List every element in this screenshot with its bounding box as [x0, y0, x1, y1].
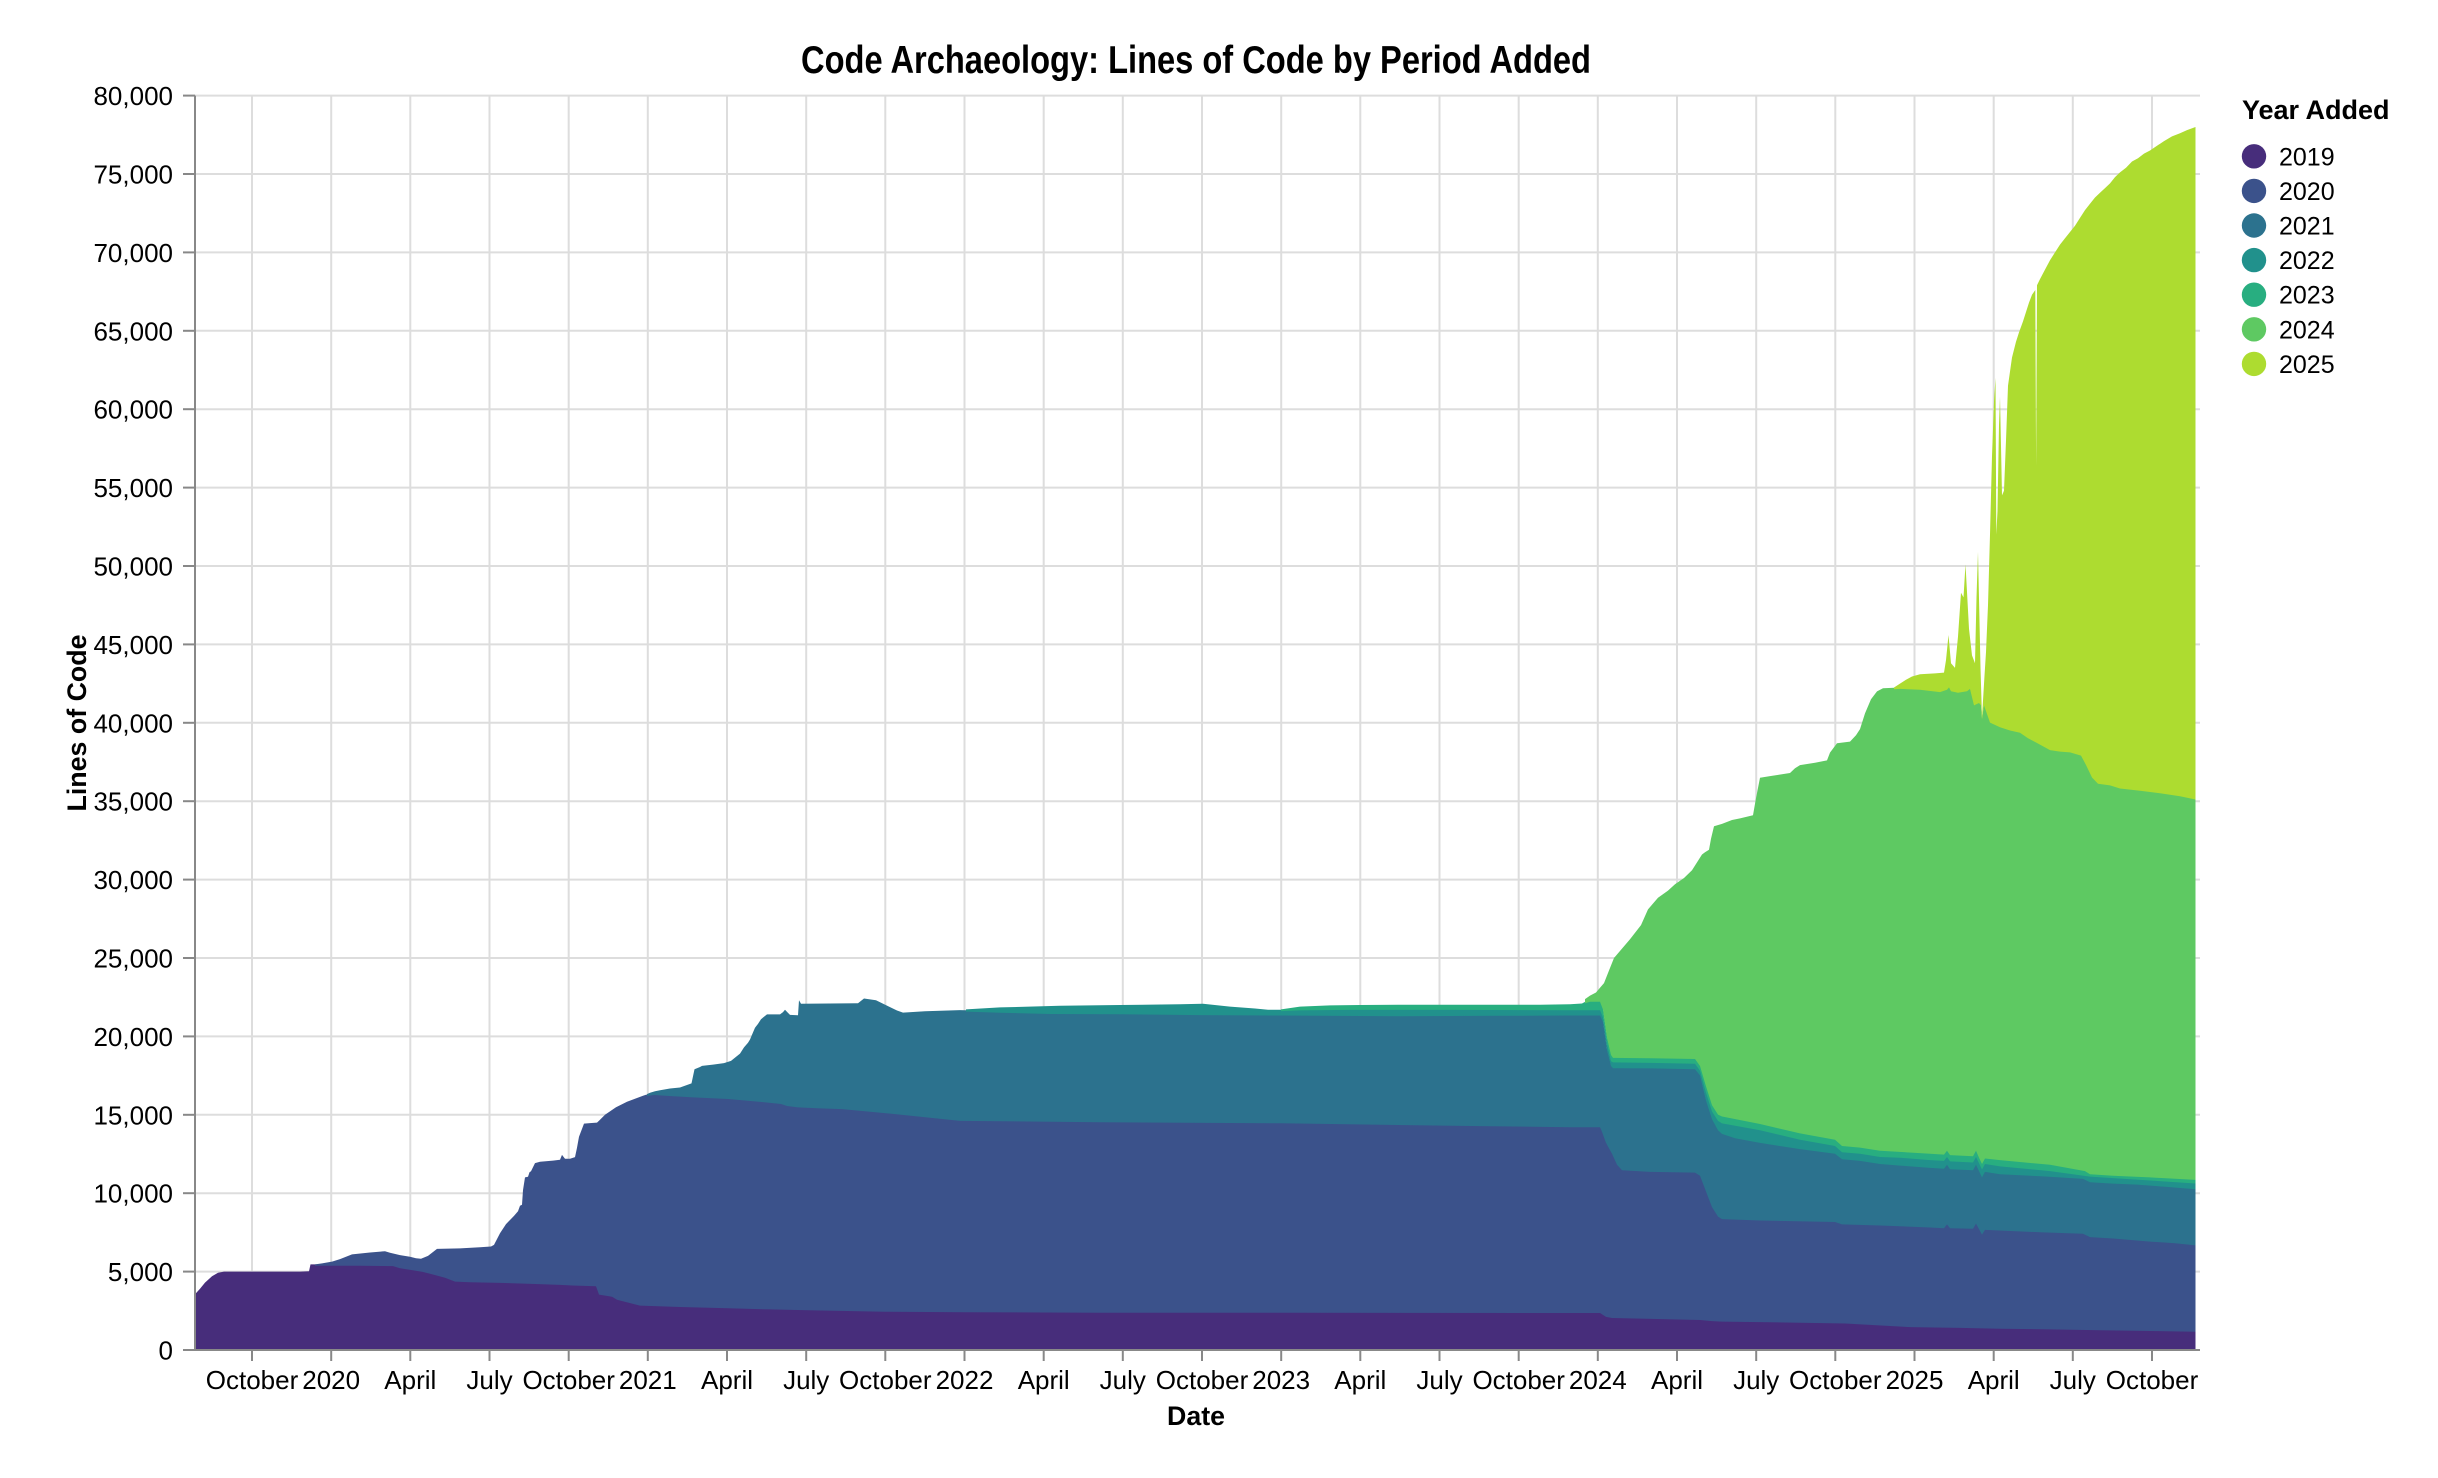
svg-text:35,000: 35,000 [93, 787, 173, 817]
svg-text:60,000: 60,000 [93, 395, 173, 425]
svg-text:Lines of Code: Lines of Code [62, 635, 92, 812]
svg-text:October: October [839, 1365, 932, 1395]
svg-text:70,000: 70,000 [93, 238, 173, 268]
svg-text:July: July [466, 1365, 512, 1395]
svg-text:50,000: 50,000 [93, 552, 173, 582]
svg-text:July: July [2050, 1365, 2096, 1395]
svg-text:2021: 2021 [619, 1365, 677, 1395]
svg-text:April: April [384, 1365, 436, 1395]
svg-text:October: October [1156, 1365, 1249, 1395]
svg-text:30,000: 30,000 [93, 865, 173, 895]
svg-text:2020: 2020 [2279, 178, 2335, 206]
svg-text:October: October [1472, 1365, 1565, 1395]
svg-text:2023: 2023 [1252, 1365, 1310, 1395]
svg-text:April: April [701, 1365, 753, 1395]
svg-text:April: April [1334, 1365, 1386, 1395]
svg-text:15,000: 15,000 [93, 1100, 173, 1130]
svg-text:2025: 2025 [2279, 351, 2335, 379]
svg-text:July: July [1733, 1365, 1779, 1395]
svg-text:Year Added: Year Added [2242, 95, 2390, 125]
svg-text:October: October [522, 1365, 615, 1395]
svg-text:July: July [1416, 1365, 1462, 1395]
svg-text:April: April [1968, 1365, 2020, 1395]
svg-text:April: April [1018, 1365, 1070, 1395]
svg-text:July: July [783, 1365, 829, 1395]
svg-text:10,000: 10,000 [93, 1179, 173, 1209]
svg-text:October: October [2106, 1365, 2199, 1395]
svg-text:55,000: 55,000 [93, 473, 173, 503]
svg-text:0: 0 [159, 1336, 173, 1366]
svg-text:2022: 2022 [936, 1365, 994, 1395]
svg-text:2019: 2019 [2279, 143, 2335, 171]
svg-text:20,000: 20,000 [93, 1022, 173, 1052]
svg-text:2021: 2021 [2279, 213, 2335, 241]
svg-text:October: October [1789, 1365, 1882, 1395]
svg-text:80,000: 80,000 [93, 81, 173, 111]
svg-text:Code Archaeology: Lines of Cod: Code Archaeology: Lines of Code by Perio… [801, 39, 1591, 82]
svg-text:2025: 2025 [1886, 1365, 1944, 1395]
svg-text:2020: 2020 [302, 1365, 360, 1395]
svg-text:75,000: 75,000 [93, 160, 173, 190]
svg-text:65,000: 65,000 [93, 316, 173, 346]
svg-text:40,000: 40,000 [93, 708, 173, 738]
svg-text:October: October [206, 1365, 299, 1395]
svg-text:2023: 2023 [2279, 282, 2335, 310]
svg-text:2022: 2022 [2279, 247, 2335, 275]
svg-text:5,000: 5,000 [108, 1257, 173, 1287]
svg-text:Date: Date [1167, 1401, 1225, 1431]
svg-text:25,000: 25,000 [93, 944, 173, 974]
svg-text:April: April [1651, 1365, 1703, 1395]
svg-text:2024: 2024 [1569, 1365, 1627, 1395]
svg-text:45,000: 45,000 [93, 630, 173, 660]
svg-text:July: July [1100, 1365, 1146, 1395]
svg-text:2024: 2024 [2279, 316, 2335, 344]
